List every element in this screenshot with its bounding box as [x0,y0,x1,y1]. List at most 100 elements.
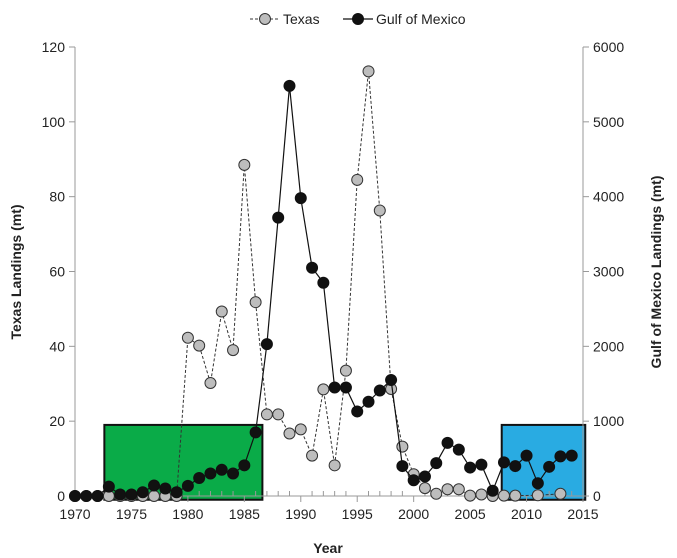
data-point-gulf-of-mexico [181,479,194,492]
data-point-gulf-of-mexico [80,490,93,502]
y-right-tick-label: 6000 [593,39,624,55]
data-point-gulf-of-mexico [170,486,183,499]
data-point-gulf-of-mexico [193,472,206,485]
data-point-gulf-of-mexico [373,384,386,397]
data-point-gulf-of-mexico [452,443,465,456]
data-point-texas [215,305,228,318]
data-point-gulf-of-mexico [497,456,510,469]
data-point-texas [396,440,409,453]
data-point-gulf-of-mexico [148,479,161,492]
data-point-gulf-of-mexico [351,405,364,418]
data-point-gulf-of-mexico [125,488,138,501]
data-point-texas [283,427,296,440]
data-point-texas [509,489,522,502]
data-point-gulf-of-mexico [260,338,273,351]
legend-texas-label: Texas [283,11,320,27]
data-point-gulf-of-mexico [317,276,330,289]
data-point-texas [181,331,194,344]
data-point-texas [227,344,240,357]
data-point-gulf-of-mexico [339,381,352,394]
data-point-gulf-of-mexico [486,484,499,497]
data-point-texas [373,204,386,217]
x-tick-label: 1980 [172,506,203,522]
data-point-texas [464,489,477,502]
data-point-gulf-of-mexico [407,474,420,487]
x-tick-label: 1990 [285,506,316,522]
data-point-gulf-of-mexico [385,374,398,387]
data-point-texas [554,487,567,500]
legend-item-gulf-of-mexico: Gulf of Mexico [343,11,466,27]
data-point-texas [441,483,454,496]
data-point-texas [328,459,341,472]
y-left-tick-label: 100 [42,114,66,130]
data-point-gulf-of-mexico [509,460,522,473]
data-point-gulf-of-mexico [306,261,319,274]
data-point-gulf-of-mexico [441,436,454,449]
data-point-gulf-of-mexico [272,211,285,224]
legend-item-texas: Texas [250,11,320,27]
data-point-texas [452,483,465,496]
data-point-texas [306,449,319,462]
data-point-gulf-of-mexico [362,395,375,408]
data-point-texas [430,487,443,500]
data-point-texas [260,408,273,421]
data-point-gulf-of-mexico [283,79,296,92]
y-right-tick-label: 1000 [593,413,624,429]
x-tick-label: 2015 [567,506,598,522]
data-point-gulf-of-mexico [91,490,104,502]
data-point-gulf-of-mexico [249,426,262,439]
legend-gulf-label: Gulf of Mexico [376,11,466,27]
data-point-gulf-of-mexico [215,463,228,476]
y-left-tick-label: 60 [49,264,65,280]
data-point-texas [272,408,285,421]
x-tick-label: 1995 [342,506,373,522]
series-points-gulf-of-mexico [69,79,578,502]
y-left-tick-label: 80 [49,189,65,205]
legend: Texas Gulf of Mexico [250,11,466,27]
data-point-gulf-of-mexico [227,467,240,480]
data-point-texas [531,489,544,502]
y-right-tick-label: 3000 [593,264,624,280]
data-point-gulf-of-mexico [554,450,567,463]
data-point-gulf-of-mexico [328,381,341,394]
data-point-gulf-of-mexico [69,490,81,502]
data-point-texas [497,489,510,502]
legend-gulf-marker [352,13,364,25]
x-tick-label: 2005 [455,506,486,522]
y-right-tick-label: 0 [593,488,601,504]
y-right-tick-label: 5000 [593,114,624,130]
y-axis-left-title: Texas Landings (mt) [8,204,24,339]
legend-texas-marker [259,13,271,25]
data-point-gulf-of-mexico [238,459,251,472]
data-point-gulf-of-mexico [531,477,544,490]
data-point-gulf-of-mexico [102,480,115,493]
data-point-gulf-of-mexico [418,470,431,483]
y-left-tick-label: 40 [49,338,65,354]
y-left-tick-label: 120 [42,39,66,55]
x-tick-label: 2000 [398,506,429,522]
x-tick-label: 1970 [59,506,90,522]
data-point-texas [418,482,431,495]
data-point-gulf-of-mexico [136,486,149,499]
data-point-gulf-of-mexico [114,488,127,501]
data-point-texas [204,377,217,390]
data-point-gulf-of-mexico [159,482,172,495]
x-tick-label: 1985 [229,506,260,522]
data-point-texas [249,296,262,309]
data-point-gulf-of-mexico [520,449,533,462]
data-point-gulf-of-mexico [464,461,477,474]
data-point-gulf-of-mexico [396,460,409,473]
data-point-gulf-of-mexico [565,449,578,462]
data-point-gulf-of-mexico [543,460,556,473]
data-point-texas [317,383,330,396]
x-tick-label: 2010 [511,506,542,522]
series [69,65,578,502]
data-point-gulf-of-mexico [294,192,307,205]
data-point-texas [294,423,307,436]
data-point-texas [193,339,206,352]
y-left-tick-label: 0 [57,488,65,504]
data-point-texas [475,488,488,501]
data-point-gulf-of-mexico [475,458,488,471]
data-point-texas [362,65,375,78]
